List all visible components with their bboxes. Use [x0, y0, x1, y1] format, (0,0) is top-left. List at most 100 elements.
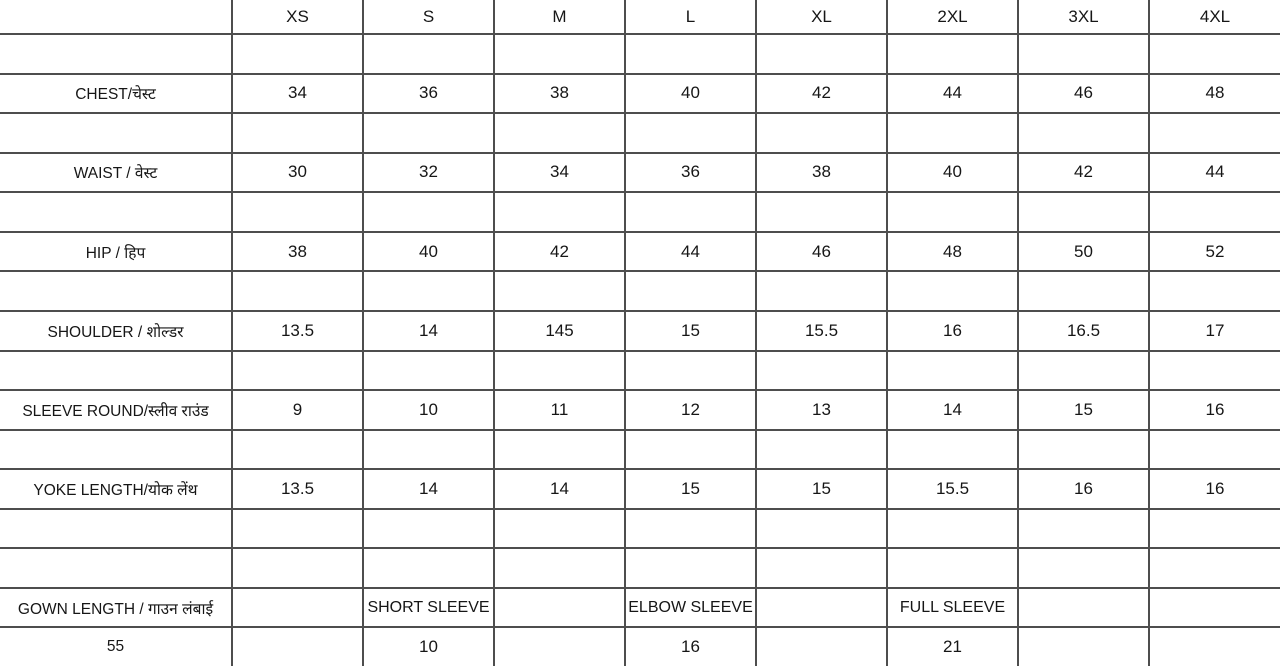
value-cell: 42	[493, 230, 626, 273]
value-cell: 44	[1148, 151, 1280, 194]
row-label-cell: CHEST/चेस्ट	[0, 72, 233, 115]
empty-cell	[493, 626, 626, 666]
empty-cell	[624, 428, 757, 471]
empty-cell	[231, 191, 364, 233]
table-row: WAIST / वेस्ट 30 32 34 36 38 40 42 44	[0, 151, 1280, 194]
table-row: GOWN LENGTH / गाउन लंबाई SHORT SLEEVE ELBO…	[0, 586, 1280, 629]
empty-cell	[1017, 33, 1150, 75]
value-cell: 11	[493, 389, 626, 431]
size-column-header: L	[624, 0, 757, 35]
value-cell: 44	[624, 230, 757, 273]
empty-cell	[231, 428, 364, 471]
empty-cell	[362, 507, 495, 550]
value-cell: 17	[1148, 309, 1280, 352]
empty-cell	[755, 270, 888, 312]
empty-cell	[231, 507, 364, 550]
value-cell: 40	[362, 230, 495, 273]
empty-cell	[755, 428, 888, 471]
empty-cell	[0, 547, 233, 589]
empty-cell	[493, 191, 626, 233]
empty-cell	[624, 547, 757, 589]
value-cell: 9	[231, 389, 364, 431]
empty-cell	[493, 586, 626, 629]
empty-cell	[362, 191, 495, 233]
empty-cell	[1148, 547, 1280, 589]
empty-cell	[231, 626, 364, 666]
value-cell: 52	[1148, 230, 1280, 273]
empty-cell	[886, 112, 1019, 154]
value-cell: 14	[362, 309, 495, 352]
empty-cell	[1017, 112, 1150, 154]
empty-cell	[231, 112, 364, 154]
empty-cell	[0, 33, 233, 75]
empty-cell	[362, 112, 495, 154]
row-label-column-header	[0, 0, 233, 35]
value-cell: 10	[362, 389, 495, 431]
value-cell: 14	[493, 468, 626, 510]
size-chart-body: CHEST/चेस्ट 34 36 38 40 42 44 46 48 WAIST / वेस्ट…	[0, 33, 1280, 666]
empty-cell	[1017, 547, 1150, 589]
value-cell: 36	[624, 151, 757, 194]
empty-cell	[755, 586, 888, 629]
empty-cell	[1148, 428, 1280, 471]
empty-cell	[755, 33, 888, 75]
empty-cell	[624, 33, 757, 75]
value-cell: 30	[231, 151, 364, 194]
empty-cell	[1017, 626, 1150, 666]
value-cell: 40	[886, 151, 1019, 194]
empty-cell	[886, 33, 1019, 75]
value-cell: 16	[1148, 468, 1280, 510]
table-row	[0, 428, 1280, 471]
size-header-row: XS S M L XL 2XL 3XL 4XL	[0, 0, 1280, 35]
empty-cell	[624, 270, 757, 312]
value-cell: 38	[231, 230, 364, 273]
empty-cell	[1017, 349, 1150, 392]
empty-cell	[755, 349, 888, 392]
empty-cell	[886, 349, 1019, 392]
value-cell: 15	[1017, 389, 1150, 431]
row-label-cell: GOWN LENGTH / गाउन लंबाई	[0, 586, 233, 629]
empty-cell	[0, 428, 233, 471]
value-cell: 145	[493, 309, 626, 352]
value-cell: 16	[624, 626, 757, 666]
empty-cell	[1148, 586, 1280, 629]
size-column-header: 4XL	[1148, 0, 1280, 35]
table-row: CHEST/चेस्ट 34 36 38 40 42 44 46 48	[0, 72, 1280, 115]
empty-cell	[493, 349, 626, 392]
size-column-header: M	[493, 0, 626, 35]
empty-cell	[0, 507, 233, 550]
empty-cell	[1017, 428, 1150, 471]
empty-cell	[886, 507, 1019, 550]
empty-cell	[886, 270, 1019, 312]
value-cell: 15.5	[755, 309, 888, 352]
value-cell: 36	[362, 72, 495, 115]
value-cell: 32	[362, 151, 495, 194]
empty-cell	[1148, 33, 1280, 75]
size-column-header: S	[362, 0, 495, 35]
empty-cell	[1148, 270, 1280, 312]
empty-cell	[362, 428, 495, 471]
empty-cell	[624, 349, 757, 392]
sleeve-type-cell: FULL SLEEVE	[886, 586, 1019, 629]
value-cell: 46	[1017, 72, 1150, 115]
value-cell: 46	[755, 230, 888, 273]
empty-cell	[0, 112, 233, 154]
value-cell: 40	[624, 72, 757, 115]
empty-cell	[886, 428, 1019, 471]
sleeve-type-cell: ELBOW SLEEVE	[624, 586, 757, 629]
empty-cell	[362, 547, 495, 589]
empty-cell	[0, 191, 233, 233]
row-label-cell: SHOULDER / शोल्डर	[0, 309, 233, 352]
table-row	[0, 507, 1280, 550]
value-cell: 50	[1017, 230, 1150, 273]
empty-cell	[755, 547, 888, 589]
sleeve-type-cell: SHORT SLEEVE	[362, 586, 495, 629]
row-label-cell: HIP / हिप	[0, 230, 233, 273]
empty-cell	[231, 33, 364, 75]
empty-cell	[362, 270, 495, 312]
table-row: YOKE LENGTH/योक लेंथ 13.5 14 14 15 15 15.5 16 16	[0, 468, 1280, 510]
empty-cell	[1017, 507, 1150, 550]
empty-cell	[755, 112, 888, 154]
value-cell: 15	[624, 468, 757, 510]
empty-cell	[493, 33, 626, 75]
